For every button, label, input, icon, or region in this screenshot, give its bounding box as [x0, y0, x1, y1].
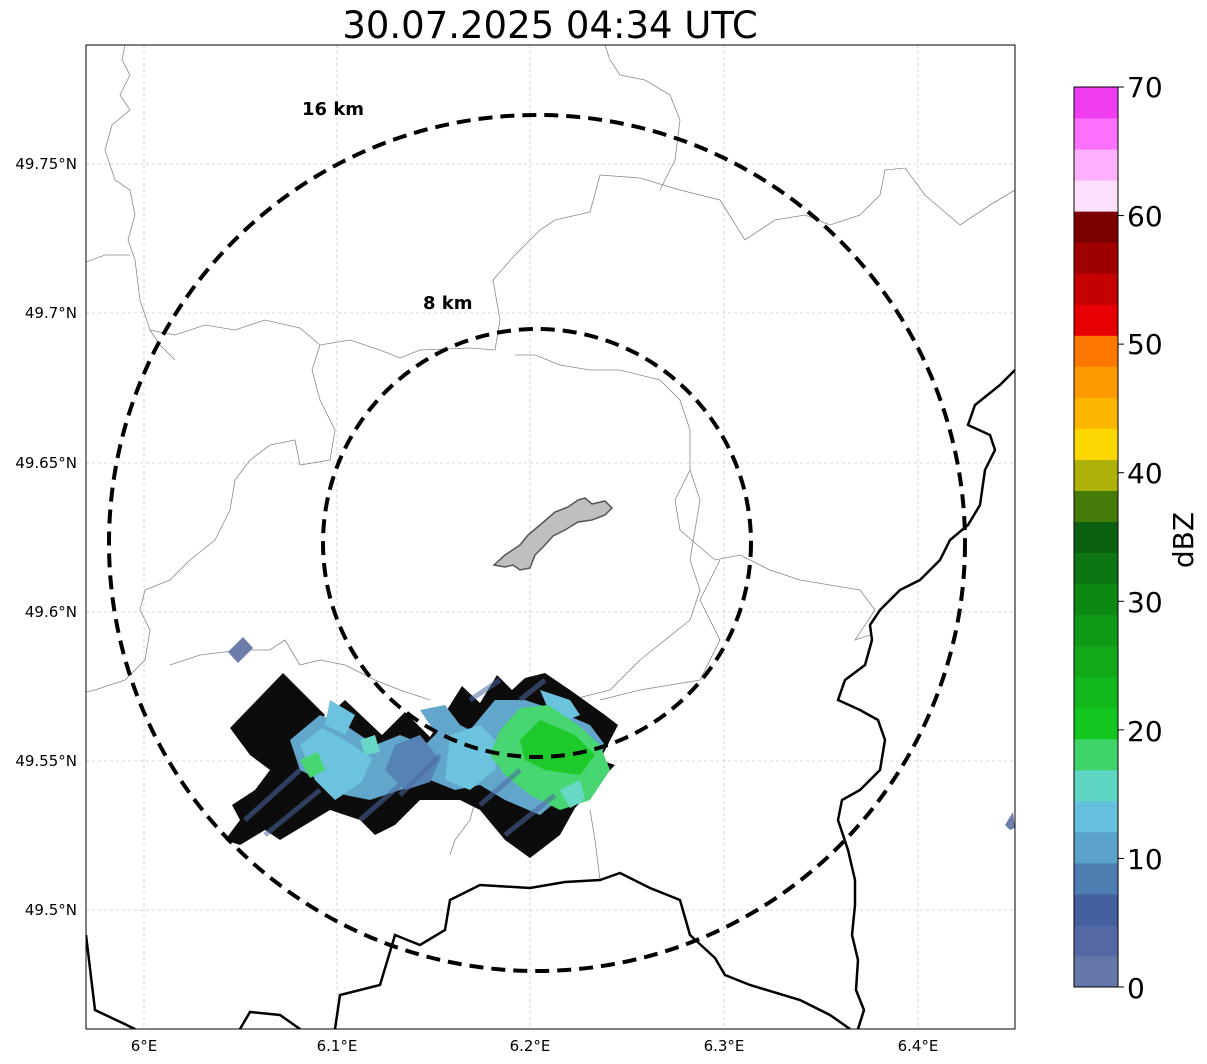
map-title: 30.07.2025 04:34 UTC	[342, 4, 758, 47]
echo-strong	[560, 780, 585, 808]
colorbar-segment	[1074, 552, 1118, 585]
colorbar-segment	[1074, 490, 1118, 522]
colorbar-segment	[1074, 335, 1118, 367]
colorbar-segment	[1074, 645, 1118, 678]
range-ring-8km	[321, 327, 753, 759]
colorbar-segment	[1074, 180, 1118, 212]
colorbar-segment	[1074, 521, 1118, 554]
colorbar-segment	[1074, 366, 1118, 398]
colorbar	[1073, 86, 1124, 988]
colorbar-segment	[1074, 738, 1118, 771]
x-tick-label: 6.3°E	[704, 1037, 745, 1055]
colorbar-tick-label: 50	[1127, 328, 1163, 361]
x-axis: 6°E 6.1°E 6.2°E 6.3°E 6.4°E	[131, 1037, 939, 1055]
echo-medium	[445, 725, 500, 790]
colorbar-segment	[1074, 428, 1118, 460]
y-tick-label: 49.65°N	[15, 454, 77, 472]
colorbar-tick-label: 0	[1127, 972, 1145, 1005]
colorbar-tick-label: 20	[1127, 715, 1163, 748]
colorbar-segment	[1074, 273, 1118, 305]
echo-medium	[385, 735, 440, 790]
y-axis: 49.75°N 49.7°N 49.65°N 49.6°N 49.55°N 49…	[15, 155, 77, 919]
colorbar-segment	[1074, 893, 1118, 926]
plot-area: 16 km 8 km	[85, 44, 1016, 1030]
x-tick-label: 6°E	[131, 1037, 158, 1055]
colorbar-segment	[1074, 304, 1118, 336]
colorbar-segment	[1074, 676, 1118, 709]
colorbar-label: dBZ	[1167, 512, 1200, 568]
y-tick-label: 49.7°N	[25, 304, 77, 322]
colorbar-segment	[1074, 831, 1118, 864]
colorbar-segment	[1074, 118, 1118, 150]
city-area	[492, 497, 614, 571]
colorbar-segment	[1074, 955, 1118, 988]
echo-strong	[300, 752, 325, 778]
echo-light	[1005, 812, 1015, 830]
range-ring-16km	[107, 113, 967, 973]
y-tick-label: 49.6°N	[25, 603, 77, 621]
colorbar-ticks: 70 60 50 40 30 20 10 0	[1127, 71, 1163, 1005]
country-borders	[86, 369, 1015, 1029]
colorbar-segment	[1074, 211, 1118, 243]
colorbar-segment	[1074, 862, 1118, 895]
y-tick-label: 49.55°N	[15, 752, 77, 770]
echo-strong	[520, 720, 595, 775]
colorbar-segment	[1074, 87, 1118, 119]
x-tick-label: 6.1°E	[317, 1037, 358, 1055]
range-ring-label-8km: 8 km	[423, 293, 473, 314]
x-tick-label: 6.2°E	[510, 1037, 551, 1055]
colorbar-tick-label: 70	[1127, 71, 1163, 104]
echo-strong	[360, 735, 380, 755]
colorbar-segment	[1074, 397, 1118, 429]
x-tick-label: 6.4°E	[898, 1037, 939, 1055]
echo-medium	[420, 705, 460, 740]
radar-echoes	[225, 637, 1015, 858]
colorbar-segment	[1074, 707, 1118, 740]
colorbar-tick-label: 30	[1127, 586, 1163, 619]
colorbar-tick-label: 60	[1127, 200, 1163, 233]
colorbar-segment	[1074, 583, 1118, 616]
colorbar-segment	[1074, 800, 1118, 833]
colorbar-segment	[1074, 149, 1118, 181]
colorbar-frame	[1073, 86, 1119, 988]
colorbar-tick-label: 40	[1127, 457, 1163, 490]
colorbar-segment	[1074, 459, 1118, 491]
echo-medium	[540, 690, 580, 725]
colorbar-tick-label: 10	[1127, 843, 1163, 876]
echo-light	[228, 637, 253, 663]
y-tick-label: 49.5°N	[25, 901, 77, 919]
colorbar-segment	[1074, 769, 1118, 802]
gridlines	[86, 45, 1015, 1029]
colorbar-segment	[1074, 242, 1118, 274]
range-ring-label-16km: 16 km	[302, 99, 364, 120]
echo-medium	[300, 728, 372, 800]
colorbar-segment	[1074, 614, 1118, 647]
y-tick-label: 49.75°N	[15, 155, 77, 173]
colorbar-segment	[1074, 924, 1118, 957]
echo-medium	[325, 700, 355, 735]
